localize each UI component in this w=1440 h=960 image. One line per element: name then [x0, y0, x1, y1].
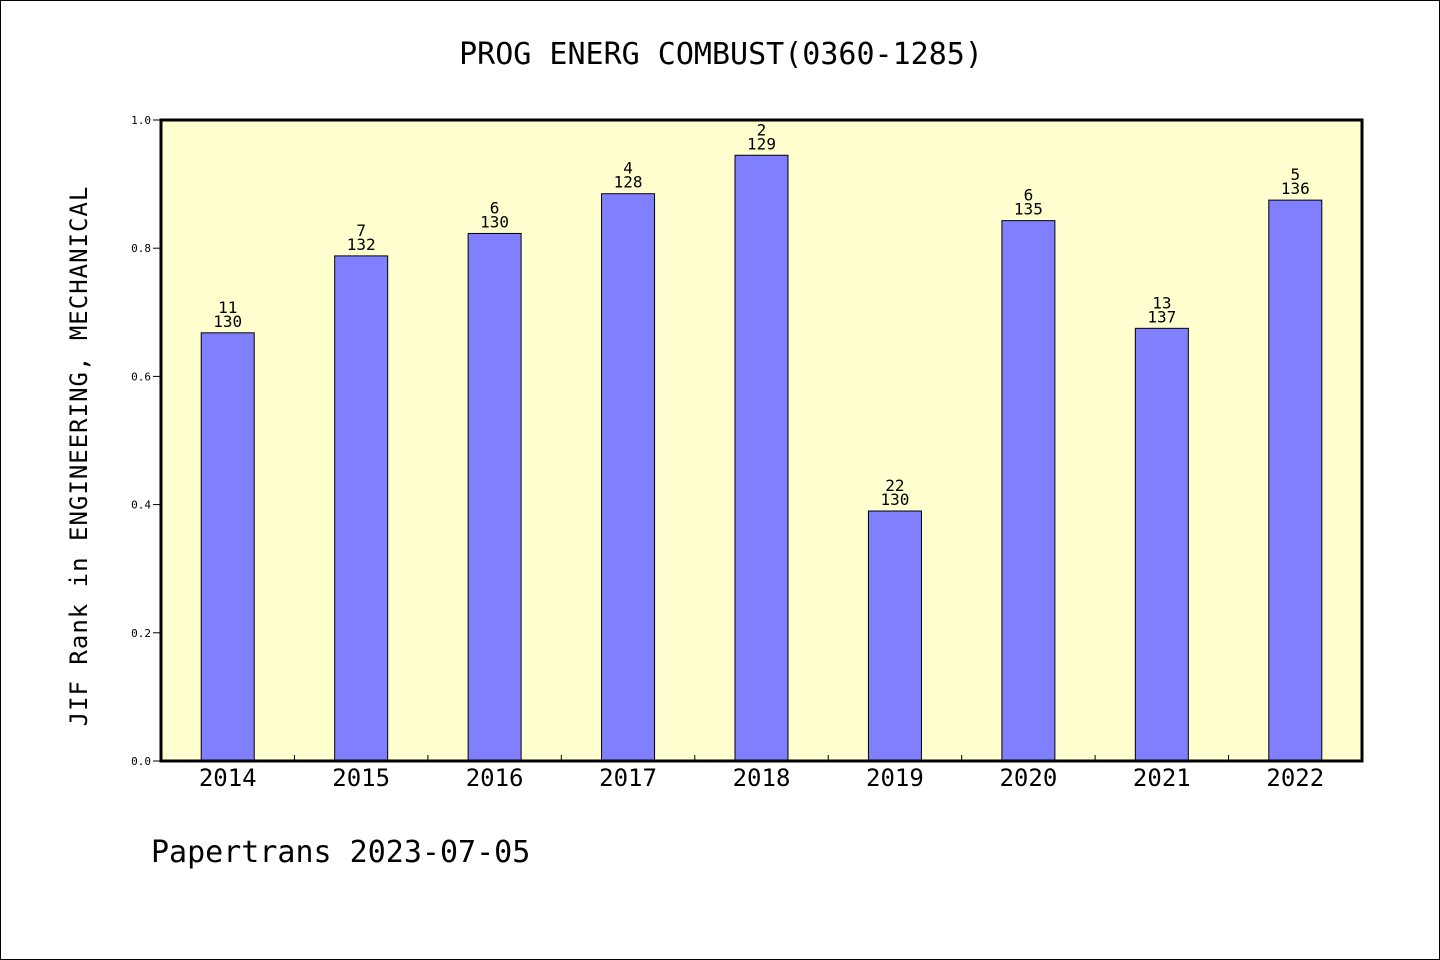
bar-total-label: 136 [1281, 179, 1310, 198]
bar-total-label: 132 [347, 235, 376, 254]
y-tick-label: 0.2 [131, 627, 151, 640]
bar [867, 510, 922, 762]
bar-total-label: 130 [880, 490, 909, 509]
y-tick-label: 1.0 [131, 114, 151, 127]
bar-total-label: 128 [614, 173, 643, 192]
x-tick-label: 2014 [199, 764, 257, 792]
bar-rank-label: 2 [757, 120, 767, 139]
bar [1268, 199, 1323, 762]
x-tick-label: 2019 [866, 764, 924, 792]
bar-rank-label: 6 [490, 198, 500, 217]
y-tick-label: 0.0 [131, 755, 151, 768]
bar-rank-label: 22 [885, 476, 904, 495]
bar [334, 255, 389, 762]
x-tick-label: 2018 [733, 764, 791, 792]
y-tick-label: 0.4 [131, 499, 151, 512]
chart-title: PROG ENERG COMBUST(0360-1285) [459, 37, 983, 72]
bar [601, 193, 656, 762]
bar-rank-label: 5 [1290, 165, 1300, 184]
bar-total-label: 129 [747, 134, 776, 153]
bar-total-label: 130 [213, 312, 242, 331]
bar-total-label: 137 [1147, 307, 1176, 326]
bar-total-label: 135 [1014, 200, 1043, 219]
bar-rank-label: 13 [1152, 293, 1171, 312]
bar-rank-label: 4 [623, 159, 633, 178]
bar [734, 154, 789, 762]
bar-rank-label: 11 [218, 298, 237, 317]
bar-rank-label: 7 [356, 221, 366, 240]
x-tick-label: 2017 [599, 764, 657, 792]
x-tick-label: 2022 [1266, 764, 1324, 792]
bar [467, 232, 522, 762]
bar-total-label: 130 [480, 212, 509, 231]
bar [200, 332, 255, 762]
y-tick-label: 0.8 [131, 242, 151, 255]
footer-note: Papertrans 2023-07-05 [151, 835, 531, 870]
y-tick-label: 0.6 [131, 370, 151, 383]
bar [1134, 327, 1189, 762]
x-tick-label: 2015 [332, 764, 390, 792]
x-tick-label: 2021 [1133, 764, 1191, 792]
x-tick-label: 2020 [999, 764, 1057, 792]
bar-rank-label: 6 [1024, 186, 1034, 205]
plot-border [159, 118, 1364, 763]
x-tick-label: 2016 [466, 764, 524, 792]
bar [1001, 220, 1056, 762]
